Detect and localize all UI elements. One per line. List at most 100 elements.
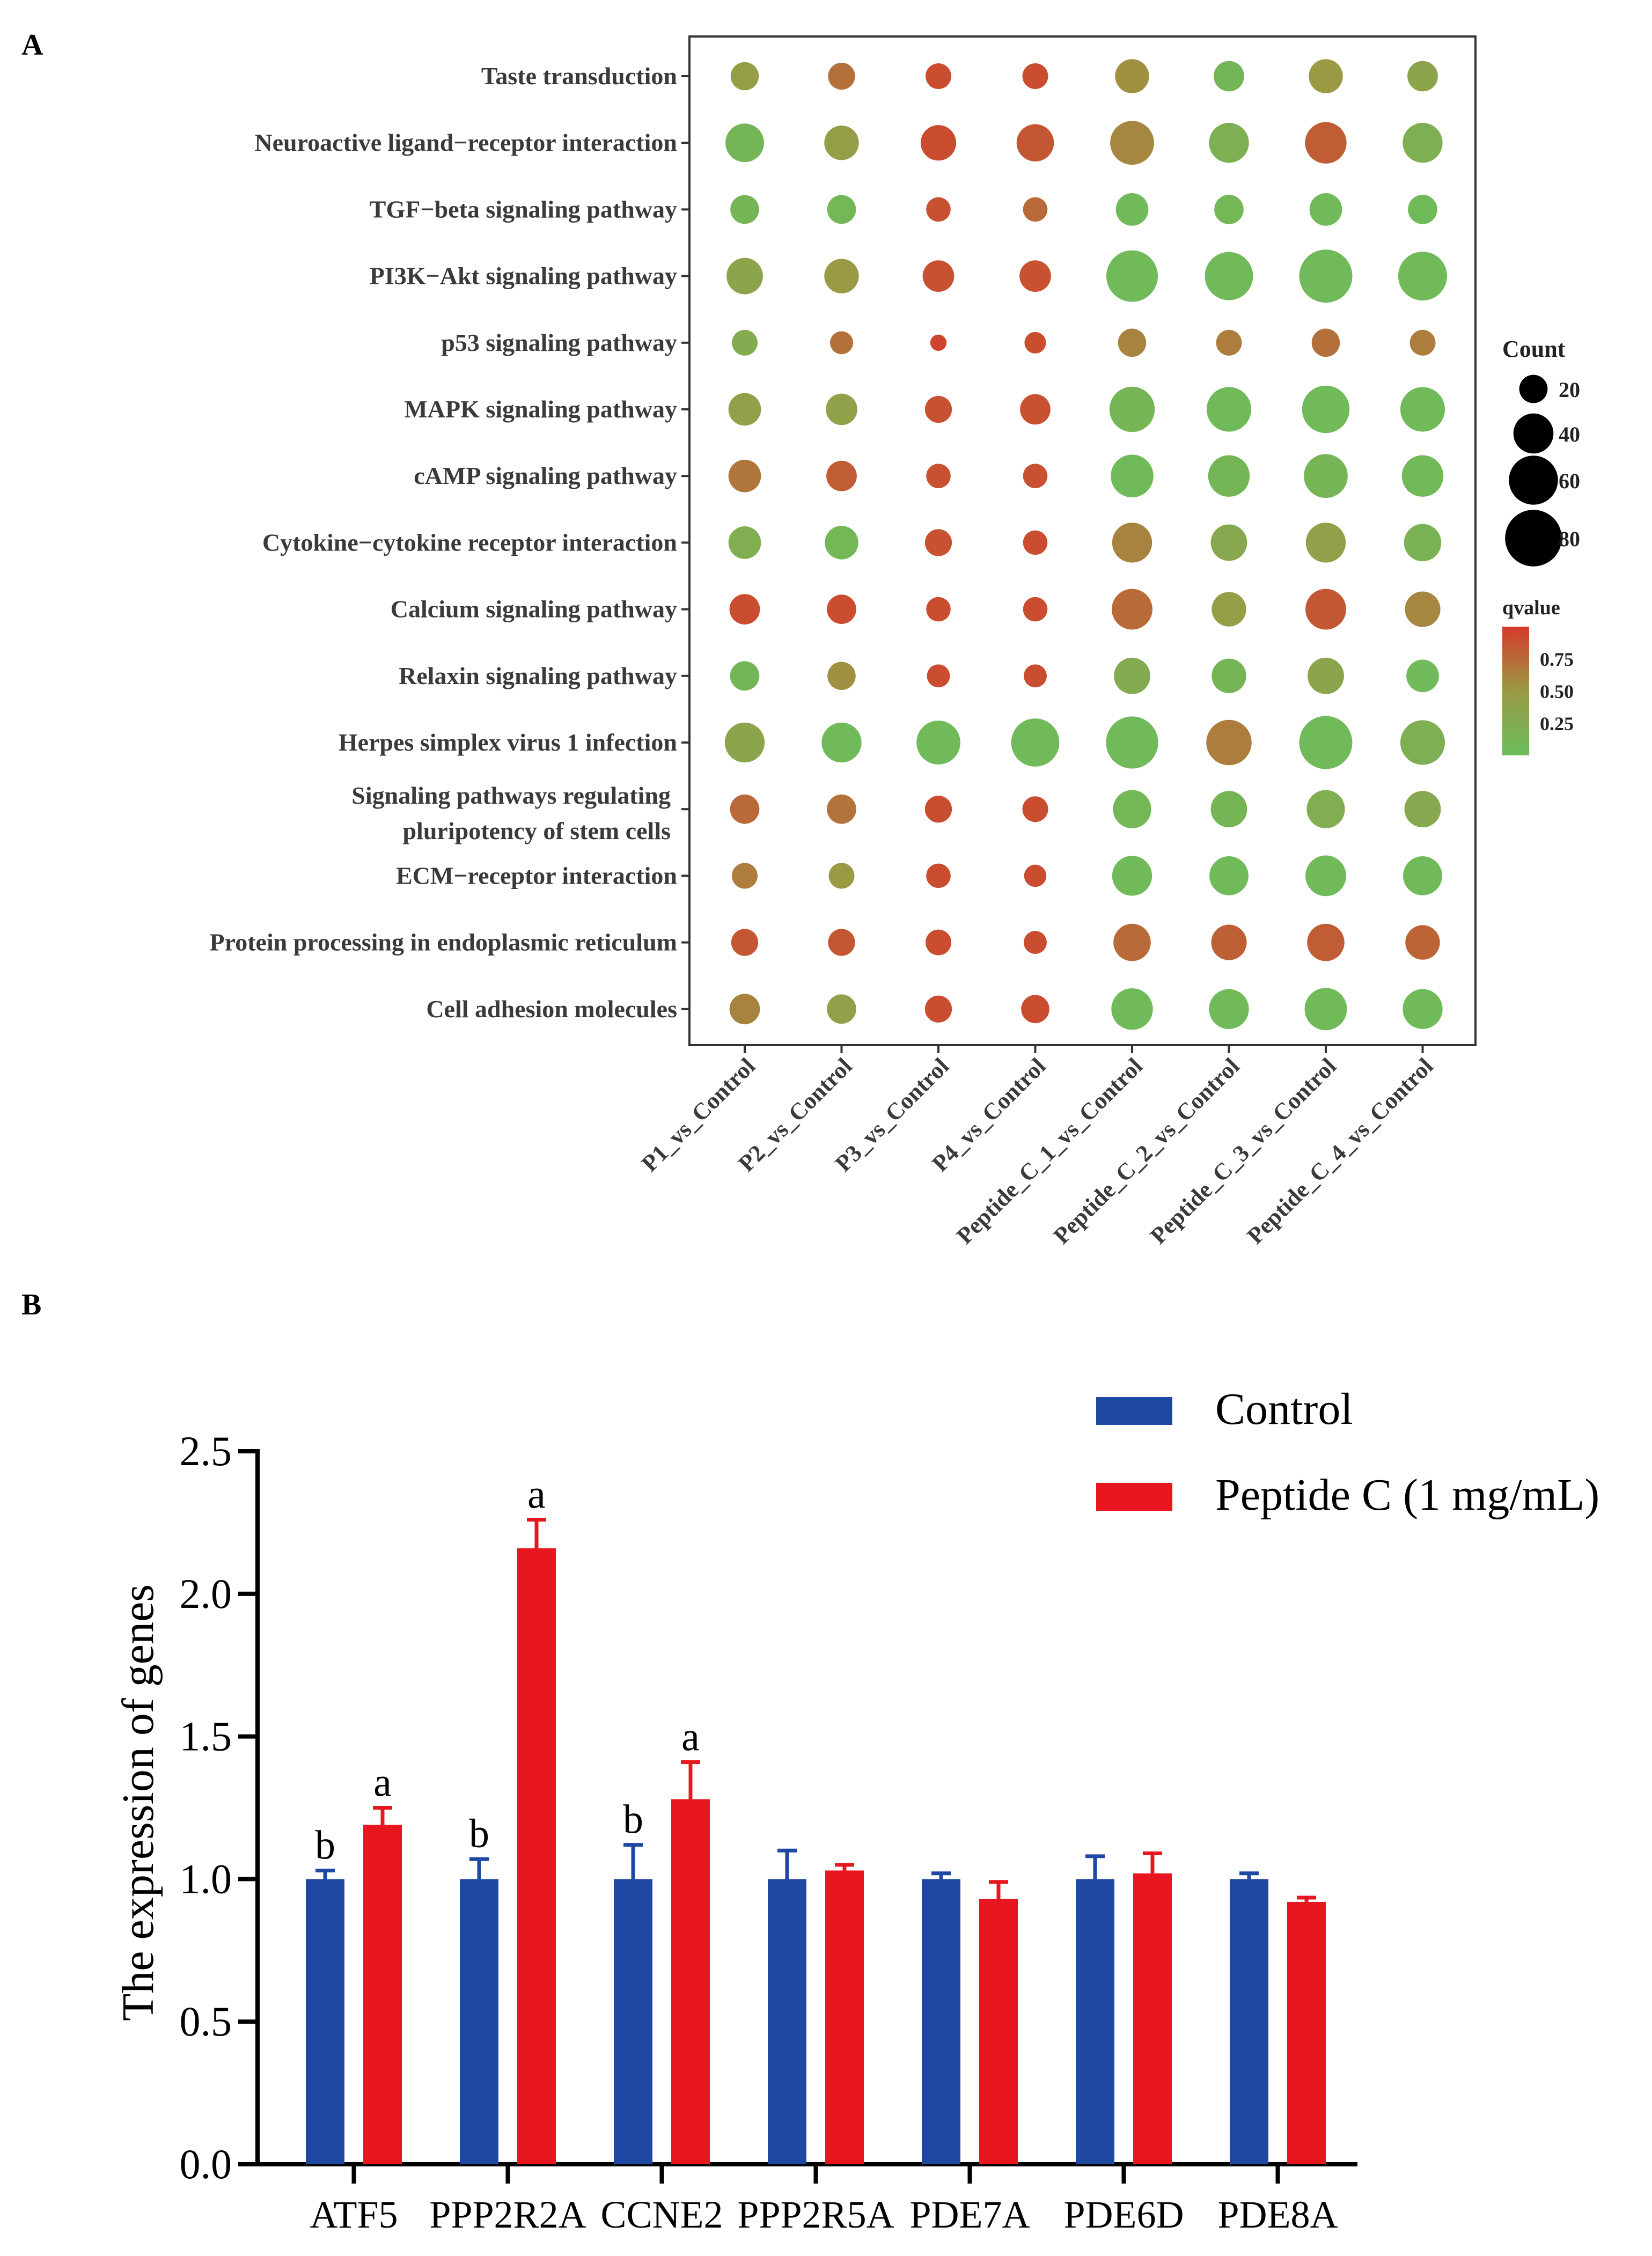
bubble (1115, 59, 1149, 93)
bubble (926, 464, 951, 488)
bubble (927, 664, 950, 688)
legend-swatch (1096, 1397, 1172, 1425)
bubble (1206, 719, 1252, 766)
significance-letter: a (527, 1472, 546, 1517)
bar (517, 1548, 556, 2164)
bar (1133, 1873, 1172, 2164)
bubble (827, 594, 856, 624)
bubble (1401, 455, 1444, 497)
pathway-label: Relaxin signaling pathway (399, 662, 677, 689)
bubble (827, 195, 856, 224)
category-label: PDE7A (909, 2193, 1030, 2236)
bubble (1022, 63, 1048, 89)
bubble (1305, 589, 1346, 630)
bubble (1406, 659, 1439, 693)
bar (922, 1879, 960, 2164)
bar (460, 1879, 498, 2164)
bubble (1309, 59, 1343, 93)
bubble (830, 331, 853, 355)
bubble (1305, 855, 1346, 896)
bubble (1214, 61, 1244, 92)
bubble (730, 794, 760, 824)
bubble (729, 994, 760, 1025)
bubble (1305, 523, 1346, 563)
category-label: PPP2R2A (429, 2193, 586, 2236)
bubble (1305, 122, 1347, 164)
bar (1287, 1901, 1326, 2164)
category-label: PDE8A (1217, 2193, 1338, 2236)
bar-legend: Control Peptide C (1 mg/mL) (1096, 1384, 1599, 1520)
bubble (1022, 796, 1048, 822)
bubble (1299, 716, 1353, 769)
bubble (1112, 856, 1152, 896)
panel-b-label: B (21, 1288, 41, 1321)
comparison-label: Peptide_C_2_vs_Control (1048, 1053, 1245, 1249)
pathway-label: Cell adhesion molecules (426, 995, 677, 1023)
bubble (1404, 524, 1442, 562)
bubble (1211, 924, 1247, 960)
bubble (826, 460, 857, 491)
count-legend-dot (1509, 455, 1558, 505)
count-legend-title: Count (1502, 336, 1566, 362)
bubble (1400, 720, 1445, 765)
category-label: ATF5 (310, 2193, 398, 2236)
count-legend-value: 20 (1559, 378, 1580, 402)
bubble (1106, 716, 1158, 769)
bubble (732, 329, 758, 356)
qvalue-legend-title: qvalue (1502, 597, 1560, 619)
bubble (1023, 530, 1048, 555)
bar (1076, 1879, 1114, 2164)
y-axis-label: The expression of genes (113, 1584, 163, 2021)
bubble (729, 594, 760, 624)
bubble (731, 929, 759, 956)
bubble (1405, 591, 1441, 627)
bubble (821, 722, 862, 763)
panel-a-label: A (21, 28, 43, 62)
bubble (728, 393, 761, 426)
comparison-label: Peptide_C_1_vs_Control (951, 1053, 1148, 1249)
pathway-label: ECM−receptor interaction (396, 862, 677, 889)
significance-letter: a (373, 1760, 392, 1805)
category-label: PPP2R5A (737, 2193, 894, 2236)
significance-letter: b (623, 1797, 643, 1842)
bubble (724, 722, 765, 763)
bubble (916, 721, 960, 765)
bubble (826, 393, 857, 425)
legend-label: Control (1215, 1384, 1353, 1434)
bubble (1404, 791, 1441, 828)
bubble (1403, 123, 1443, 163)
y-tick-label: 1.0 (180, 1855, 232, 1902)
pathway-label: Protein processing in endoplasmic reticu… (210, 929, 677, 956)
bubble (1113, 923, 1151, 961)
bubble (1020, 394, 1051, 425)
bubble (930, 334, 947, 351)
bubble (1106, 250, 1158, 302)
bubble (924, 529, 952, 556)
pathway-label: Taste transduction (481, 62, 677, 90)
pathway-label: Calcium signaling pathway (391, 596, 677, 623)
pathway-label: Herpes simplex virus 1 infection (339, 729, 677, 756)
bubble (1024, 864, 1047, 887)
bubble (1024, 931, 1047, 954)
bubble (1407, 61, 1438, 92)
bubble (828, 863, 855, 889)
comparison-labels: P1_vs_ControlP2_vs_ControlP3_vs_ControlP… (636, 1053, 1438, 1249)
bubble (924, 395, 952, 423)
bubble (1216, 329, 1242, 356)
bubble (1408, 195, 1437, 224)
bubble (827, 794, 856, 824)
bar (1230, 1879, 1268, 2164)
bubble (1210, 524, 1247, 561)
bubble (1210, 791, 1247, 828)
bubble (920, 125, 957, 161)
y-tick-label: 2.0 (180, 1570, 232, 1617)
count-legend: Count 20 40 60 80 (1502, 336, 1580, 567)
bubble (1403, 856, 1442, 895)
count-legend-dot (1513, 413, 1554, 454)
bubble (1307, 923, 1345, 961)
pathway-label: Neuroactive ligand−receptor interaction (254, 129, 677, 156)
bubble (1024, 332, 1046, 354)
bubble (732, 863, 758, 889)
